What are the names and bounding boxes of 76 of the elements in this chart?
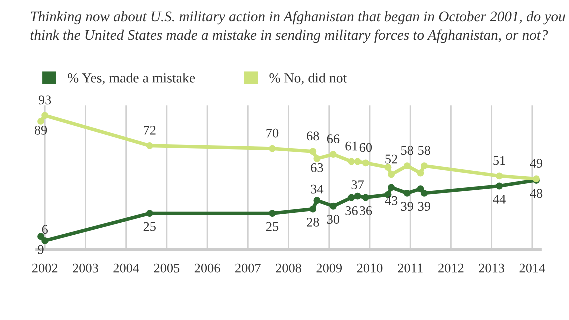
point — [38, 118, 45, 125]
x-tick-label: 2004 — [114, 264, 140, 273]
data-label: 39 — [418, 202, 430, 212]
point — [330, 151, 337, 158]
point — [330, 202, 337, 210]
point — [348, 158, 356, 166]
legend-label: % Yes, made a mistake — [68, 73, 196, 85]
point — [420, 162, 428, 170]
x-tick-label: 2011 — [398, 264, 423, 273]
data-label: 44 — [493, 195, 506, 204]
data-label: 25 — [144, 222, 156, 232]
point — [496, 182, 504, 190]
data-label: 37 — [352, 180, 364, 190]
data-label: 43 — [385, 196, 398, 206]
x-tick-label: 2006 — [194, 264, 220, 273]
point — [388, 171, 395, 178]
data-label: 36 — [360, 206, 372, 216]
data-label: 49 — [530, 159, 543, 168]
point — [38, 233, 45, 240]
x-tick-label: 2008 — [276, 264, 302, 273]
x-tick-label: 2012 — [438, 264, 464, 273]
data-label: 89 — [34, 126, 48, 135]
data-label: 9 — [38, 245, 44, 254]
data-label: 66 — [327, 134, 340, 144]
chart-title: Thinking now about U.S. military action in Afghanistan that began in October 2001, do you think the United States made a mistake in sending military forces to Afghanistan, or not? — [30, 11, 566, 44]
point — [417, 170, 424, 177]
data-label: 58 — [418, 146, 430, 156]
data-label: 48 — [530, 189, 543, 198]
data-label: 30 — [327, 215, 340, 224]
data-label: 52 — [386, 154, 398, 164]
point — [420, 190, 428, 197]
data-label: 25 — [266, 222, 279, 232]
data-label: 61 — [346, 142, 358, 151]
data-label: 60 — [360, 143, 372, 152]
x-tick-label: 2007 — [236, 264, 261, 273]
x-tick-label: 2009 — [316, 264, 342, 273]
data-label: 70 — [266, 128, 279, 138]
data-label: 58 — [402, 146, 414, 156]
point — [146, 210, 154, 218]
point — [269, 210, 276, 218]
data-label: 36 — [346, 206, 358, 216]
x-tick-label: 2002 — [32, 264, 58, 273]
data-label: 34 — [311, 184, 324, 194]
point — [310, 148, 317, 156]
data-label: 93 — [38, 96, 52, 105]
data-label: 63 — [311, 163, 324, 172]
data-label: 51 — [494, 156, 506, 166]
point — [388, 184, 395, 192]
point — [310, 206, 317, 213]
point — [348, 194, 356, 202]
point — [314, 155, 321, 162]
point — [362, 194, 370, 202]
point — [314, 197, 321, 204]
x-tick-label: 2010 — [357, 264, 383, 273]
data-label: 6 — [42, 225, 48, 234]
x-tick-label: 2014 — [520, 264, 546, 273]
point — [354, 192, 362, 200]
point — [417, 186, 424, 193]
x-tick-label: 2005 — [154, 264, 180, 273]
data-label: 68 — [307, 132, 320, 141]
x-tick-label: 2013 — [479, 264, 504, 273]
point — [354, 158, 362, 166]
x-tick-label: 2003 — [73, 264, 98, 273]
point — [146, 142, 154, 150]
point — [384, 164, 392, 171]
data-label: 72 — [144, 126, 156, 135]
legend-label: % No, did not — [270, 73, 348, 85]
data-label: 39 — [401, 202, 414, 212]
point — [404, 162, 411, 170]
point — [42, 237, 49, 244]
data-label: 28 — [307, 218, 320, 227]
point — [404, 190, 411, 197]
point — [42, 112, 49, 120]
point — [496, 172, 504, 180]
point — [269, 145, 276, 152]
point — [362, 160, 370, 167]
